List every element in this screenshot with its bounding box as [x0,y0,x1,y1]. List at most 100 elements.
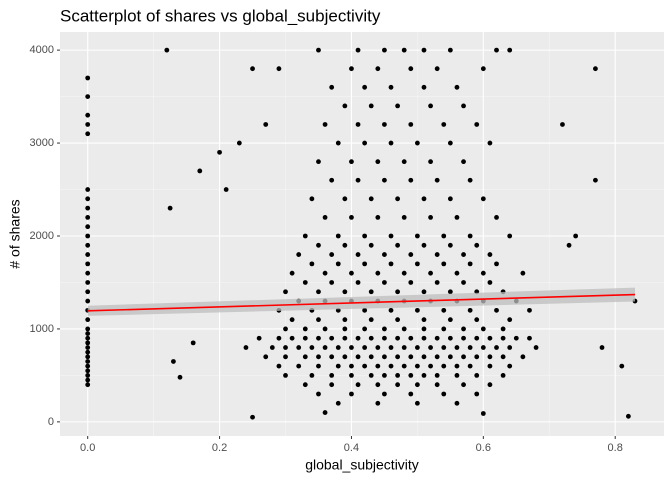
point [461,354,466,360]
point [447,289,453,295]
point [263,354,269,360]
point [388,363,394,369]
point [368,196,374,202]
point [566,242,572,248]
point [428,159,433,165]
point [190,340,196,346]
point [349,270,354,276]
point [355,47,361,53]
point [382,252,387,257]
point [474,391,480,397]
point [362,307,368,313]
point [421,373,427,378]
point [401,270,407,276]
y-tick-label: 3000 [30,137,54,149]
point [329,280,335,285]
point [85,112,91,118]
point [447,354,453,360]
point [342,326,348,332]
point [593,177,598,183]
point [480,345,486,350]
point [316,363,321,369]
point [362,363,368,369]
point [487,335,493,341]
point [421,84,427,90]
point [316,335,321,341]
point [309,373,315,378]
point [85,242,91,248]
point [349,391,354,397]
point [474,335,480,341]
point [414,233,420,239]
point [283,354,288,360]
point [296,252,302,257]
point [487,252,493,257]
point [322,345,328,350]
point [243,345,249,350]
point [461,382,466,388]
point [85,205,91,211]
point [434,252,440,257]
point [85,261,91,267]
point [164,47,170,53]
point [408,391,414,397]
point [520,270,526,276]
point [467,177,473,183]
point [527,335,532,341]
point [349,66,354,72]
point [85,363,91,369]
point [85,215,91,220]
point [395,382,401,388]
point [447,317,453,323]
point [289,317,295,323]
point [375,66,381,72]
point [500,354,506,360]
point [335,363,341,369]
point [302,335,308,341]
x-tick-label: 0.2 [212,442,227,454]
point [375,400,381,406]
point [382,354,387,360]
point [480,196,486,202]
y-tick-label: 0 [48,416,54,428]
point [322,215,328,220]
point [474,242,480,248]
y-tick-label: 2000 [30,230,54,242]
y-tick-label: 4000 [30,44,54,56]
point [401,215,407,220]
point [408,373,414,378]
point [494,47,499,53]
point [441,233,447,239]
point [461,103,466,109]
point [421,196,427,202]
point [85,354,91,360]
point [487,140,493,146]
point [461,280,466,285]
point [256,335,262,341]
point [414,382,420,388]
point [283,289,288,295]
point [269,345,275,350]
point [335,233,341,239]
point [375,159,381,165]
point [368,317,374,323]
point [302,326,308,332]
point [85,382,91,388]
point [342,242,348,248]
point [421,326,427,332]
point [329,252,335,257]
point [388,140,394,146]
point [414,307,420,313]
point [296,345,302,350]
point [302,280,308,285]
point [349,373,354,378]
point [171,359,176,364]
point [362,326,368,332]
point [85,224,91,230]
point [454,363,460,369]
point [395,354,401,360]
point [322,326,328,332]
point [316,391,321,397]
point [619,363,625,369]
point [349,345,354,350]
